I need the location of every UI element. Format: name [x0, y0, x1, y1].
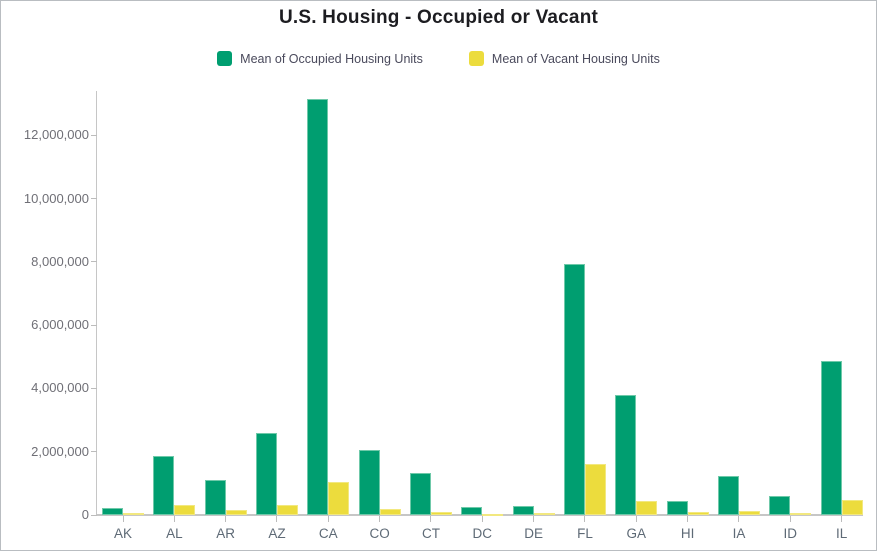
y-axis-label: 10,000,000 [23, 190, 89, 206]
bar-vacant-de[interactable] [533, 513, 555, 515]
x-axis-tick [635, 516, 637, 522]
x-axis-label: HI [680, 526, 695, 541]
legend-label-occupied: Mean of Occupied Housing Units [240, 51, 423, 66]
bar-vacant-ct[interactable] [430, 512, 452, 515]
legend-swatch-occupied-icon [217, 51, 233, 66]
x-axis-label: DE [524, 526, 543, 541]
x-axis-label: IL [835, 526, 848, 541]
x-axis-tick [841, 516, 843, 522]
x-axis-label: AR [216, 526, 236, 541]
bar-occupied-co[interactable] [358, 450, 380, 515]
bar-vacant-al[interactable] [174, 505, 196, 515]
chart-title: U.S. Housing - Occupied or Vacant [278, 7, 599, 28]
bar-occupied-ia[interactable] [717, 476, 739, 515]
y-axis-tick [91, 324, 97, 326]
bar-occupied-dc[interactable] [461, 507, 483, 515]
y-axis-label: 6,000,000 [31, 317, 89, 333]
x-axis-label: AL [166, 526, 183, 541]
bar-occupied-al[interactable] [153, 456, 175, 515]
bar-occupied-ga[interactable] [615, 395, 637, 515]
x-axis-tick [327, 516, 329, 522]
x-axis-tick [584, 516, 586, 522]
x-axis-tick [533, 516, 535, 522]
x-axis-label: CA [318, 526, 338, 541]
y-axis-label: 4,000,000 [31, 380, 89, 396]
x-axis-label: AZ [268, 526, 286, 541]
bar-vacant-fl[interactable] [584, 464, 606, 515]
bar-vacant-dc[interactable] [482, 514, 504, 516]
legend-item-vacant[interactable]: Mean of Vacant Housing Units [468, 51, 660, 66]
y-axis-tick [91, 198, 97, 199]
x-axis-label: CO [369, 526, 390, 541]
y-axis-label: 8,000,000 [31, 253, 89, 269]
bar-vacant-ar[interactable] [225, 510, 247, 515]
bar-occupied-de[interactable] [512, 506, 534, 515]
x-axis-line [97, 514, 863, 516]
bar-vacant-il[interactable] [841, 500, 863, 515]
bar-vacant-hi[interactable] [687, 512, 709, 515]
bar-vacant-az[interactable] [276, 505, 298, 515]
x-axis-tick [481, 516, 483, 522]
x-axis-tick [789, 516, 791, 522]
x-axis-label: CT [421, 526, 440, 541]
y-axis-label: 12,000,000 [23, 127, 89, 143]
bar-vacant-ca[interactable] [328, 482, 350, 515]
x-axis-label: ID [783, 526, 798, 541]
bar-occupied-hi[interactable] [666, 501, 688, 515]
bar-occupied-il[interactable] [820, 361, 842, 515]
x-axis-tick [738, 516, 740, 522]
x-axis-tick [379, 516, 381, 522]
bar-occupied-ct[interactable] [409, 473, 431, 515]
y-axis-label: 2,000,000 [31, 443, 89, 459]
chart-legend: Mean of Occupied Housing Units Mean of V… [1, 51, 876, 66]
y-axis-tick [91, 514, 97, 516]
legend-swatch-vacant-icon [468, 51, 484, 66]
x-axis-tick [122, 516, 124, 522]
bar-occupied-id[interactable] [769, 496, 791, 515]
y-axis-line [96, 91, 97, 515]
legend-label-vacant: Mean of Vacant Housing Units [491, 51, 660, 66]
x-axis-tick [276, 516, 278, 522]
bar-occupied-ar[interactable] [204, 480, 226, 515]
x-axis-tick [173, 516, 175, 522]
y-axis-tick [91, 387, 97, 389]
bar-vacant-id[interactable] [790, 513, 812, 515]
x-axis-label: GA [626, 526, 647, 541]
x-axis-label: FL [577, 526, 593, 541]
legend-item-occupied[interactable]: Mean of Occupied Housing Units [217, 51, 423, 66]
y-axis-tick [91, 134, 97, 136]
y-axis-tick [91, 451, 97, 453]
x-axis-tick [687, 516, 689, 522]
x-axis-label: DC [472, 526, 493, 541]
bar-occupied-ca[interactable] [307, 99, 329, 515]
bar-occupied-ak[interactable] [102, 508, 123, 515]
bar-vacant-ak[interactable] [123, 513, 144, 515]
bar-occupied-fl[interactable] [563, 264, 585, 515]
x-axis-label: IA [732, 526, 746, 541]
bar-vacant-co[interactable] [379, 509, 401, 515]
x-axis-label: AK [113, 526, 132, 541]
bar-vacant-ga[interactable] [636, 501, 658, 515]
x-axis-tick [225, 516, 227, 522]
y-axis-tick [91, 261, 97, 263]
x-axis-tick [430, 516, 432, 522]
y-axis-label: 0 [81, 507, 89, 522]
bar-vacant-ia[interactable] [738, 511, 760, 515]
bar-occupied-az[interactable] [255, 433, 277, 515]
